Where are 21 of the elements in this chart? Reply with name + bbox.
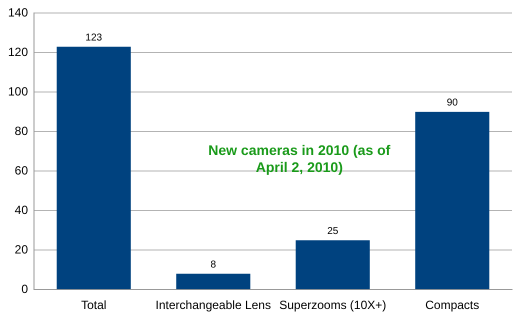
y-tick-label: 0 <box>21 282 28 296</box>
data-label: 8 <box>210 260 216 271</box>
bar <box>415 112 490 290</box>
bar <box>56 46 131 290</box>
y-tick-label: 20 <box>14 242 28 256</box>
bar <box>296 240 370 290</box>
data-label: 123 <box>85 32 103 44</box>
x-tick-label: Compacts <box>425 298 480 312</box>
y-tick-label: 80 <box>14 124 28 138</box>
y-tick-label: 40 <box>14 202 28 217</box>
text: New cameras in 2010 (as of April 2, 2010) <box>208 142 391 176</box>
x-tick-label: Superzooms (10X+) <box>279 298 386 312</box>
y-tick-label: 140 <box>8 6 28 20</box>
y-tick-label: 100 <box>8 84 28 98</box>
data-label: 25 <box>327 226 339 237</box>
y-tick-label: 60 <box>14 163 28 178</box>
data-label: 90 <box>446 98 458 109</box>
x-tick-label: Total <box>81 298 106 312</box>
bar <box>176 274 250 290</box>
y-tick-label: 120 <box>8 45 28 59</box>
x-tick-label: Interchangeable Lens <box>156 298 271 312</box>
